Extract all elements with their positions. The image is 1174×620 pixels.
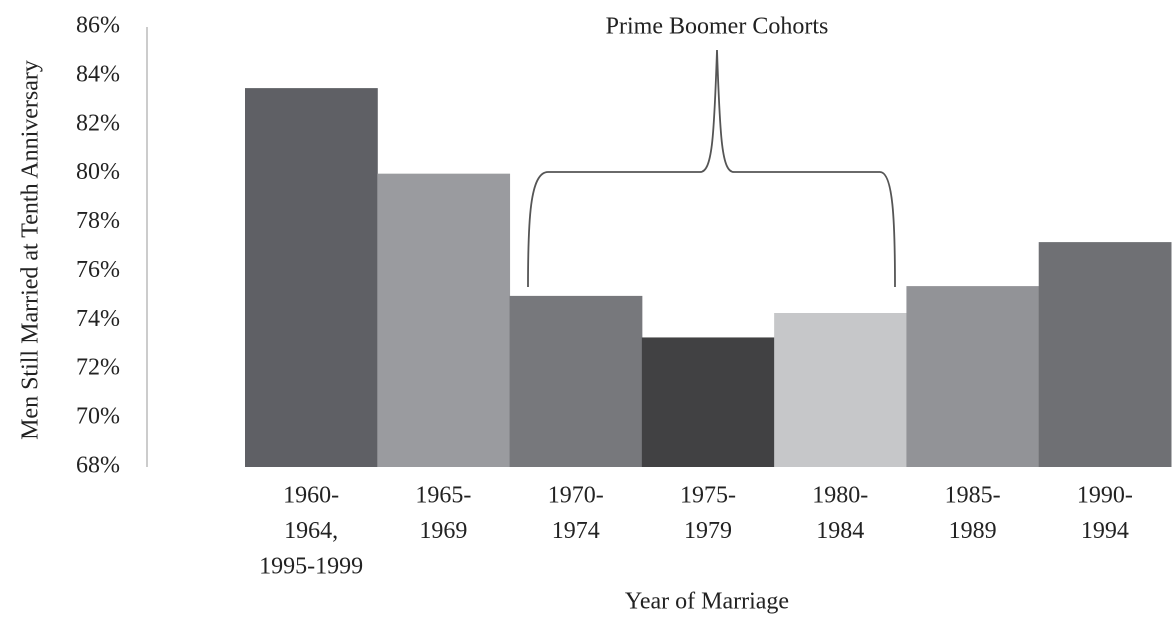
x-tick-label: 1969	[419, 518, 467, 544]
y-tick-label: 72%	[76, 355, 120, 381]
bar	[245, 88, 378, 467]
y-tick-label: 80%	[76, 159, 120, 185]
y-tick-label: 82%	[76, 110, 120, 136]
x-tick-label: 1960-	[283, 483, 339, 509]
x-tick-label: 1974	[552, 518, 600, 544]
brace	[527, 49, 896, 288]
x-tick-label: 1989	[949, 518, 997, 544]
x-tick-label: 1994	[1081, 518, 1129, 544]
bar	[509, 295, 643, 467]
y-axis-label: Men Still Married at Tenth Anniversary	[18, 60, 44, 440]
x-tick-label: 1970-	[548, 483, 604, 509]
bar	[906, 286, 1040, 467]
x-tick-label: 1964,	[284, 518, 338, 544]
x-tick-label: 1990-	[1077, 483, 1133, 509]
y-tick-label: 78%	[76, 208, 120, 234]
x-tick-label: 1980-	[812, 483, 868, 509]
x-tick-label: 1979	[684, 518, 732, 544]
x-tick-label: 1995-1999	[259, 554, 363, 580]
bar	[774, 313, 907, 467]
y-tick-label: 74%	[76, 306, 120, 332]
y-tick-label: 70%	[76, 404, 120, 430]
x-tick-label: 1965-	[415, 483, 471, 509]
bar	[641, 337, 775, 467]
bar	[377, 173, 511, 467]
annotation: Prime Boomer Cohorts	[606, 14, 829, 40]
y-tick-label: 68%	[76, 453, 120, 479]
x-axis-label: Year of Marriage	[625, 589, 789, 615]
bar	[1038, 242, 1172, 467]
x-tick-label: 1975-	[680, 483, 736, 509]
y-tick-label: 84%	[76, 61, 120, 87]
y-tick-label: 86%	[76, 13, 120, 39]
x-tick-label: 1985-	[945, 483, 1001, 509]
y-tick-label: 76%	[76, 257, 120, 283]
x-tick-label: 1984	[816, 518, 864, 544]
